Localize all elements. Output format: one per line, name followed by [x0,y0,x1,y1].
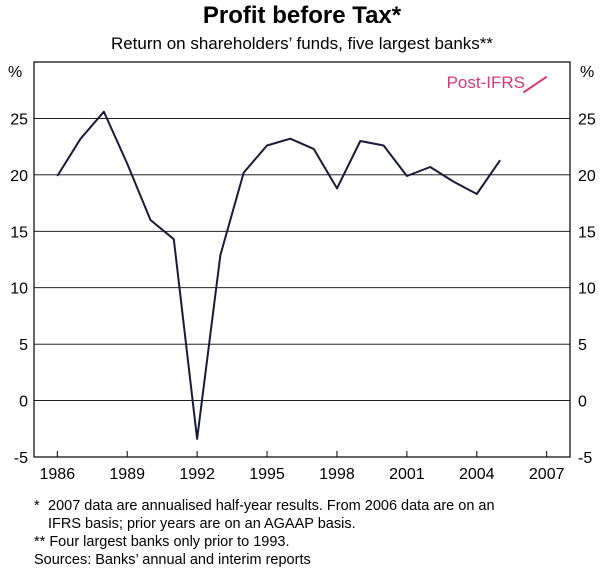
x-axis: 1986 1989 1992 1995 1998 2001 2004 2007 [40,451,565,483]
footnote-text: Four largest banks only prior to 1993. [49,534,290,550]
y-tick-label-left: 25 [10,111,28,128]
legend-label: Post-IFRS [447,73,525,92]
footnote-text: 2007 data are annualised half-year resul… [48,498,495,514]
x-tick-label: 2004 [459,466,495,483]
series-group [56,75,548,440]
y-tick-label-left: 20 [10,168,28,185]
x-tick-label: 1986 [40,466,76,483]
y-tick-label-left: 0 [19,394,28,411]
y-tick-label-right: 10 [578,281,596,298]
plot-frame [33,61,571,458]
y-unit-left: % [8,64,22,81]
y-tick-label-right: 15 [578,224,596,241]
sources-text: Sources: Banks’ annual and interim repor… [34,552,311,568]
footnote-text: IFRS basis; prior years are on an AGAAP … [48,516,356,532]
gridlines [34,117,570,402]
x-tick-label: 1995 [249,466,285,483]
y-tick-label-right: 25 [578,111,596,128]
x-tick-label: 2001 [389,466,425,483]
y-tick-label-right: 5 [578,337,587,354]
chart-title: Profit before Tax* [202,2,402,29]
chart-subtitle: Return on shareholders’ funds, five larg… [110,34,494,53]
footnote-1-cont: IFRS basis; prior years are on an AGAAP … [34,515,495,533]
y-unit-right: % [580,64,594,81]
y-tick-label-left: -5 [14,450,28,467]
sources: Sources: Banks’ annual and interim repor… [34,551,495,569]
y-axis-left: -5 0 5 10 15 20 25 [10,111,28,467]
y-tick-label-left: 15 [10,224,28,241]
x-tick-label: 1998 [319,466,355,483]
footnote-1: * 2007 data are annualised half-year res… [34,497,495,515]
footnote-mark: ** [34,534,46,550]
x-tick-label: 1992 [179,466,215,483]
series-line-post-ifrs [522,75,548,94]
footnote-2: ** Four largest banks only prior to 1993… [34,533,495,551]
x-tick-label: 1989 [109,466,145,483]
y-tick-label-left: 5 [19,337,28,354]
y-tick-label-right: 0 [578,394,587,411]
y-tick-label-left: 10 [10,281,28,298]
y-axis-right: -5 0 5 10 15 20 25 [578,111,596,467]
footnote-mark: * [34,498,40,514]
y-tick-label-right: -5 [578,450,592,467]
legend: Post-IFRS [447,73,525,92]
series-line-pre-ifrs [56,110,501,440]
footnotes: * 2007 data are annualised half-year res… [34,497,495,569]
x-tick-label: 2007 [529,466,565,483]
y-tick-label-right: 20 [578,168,596,185]
